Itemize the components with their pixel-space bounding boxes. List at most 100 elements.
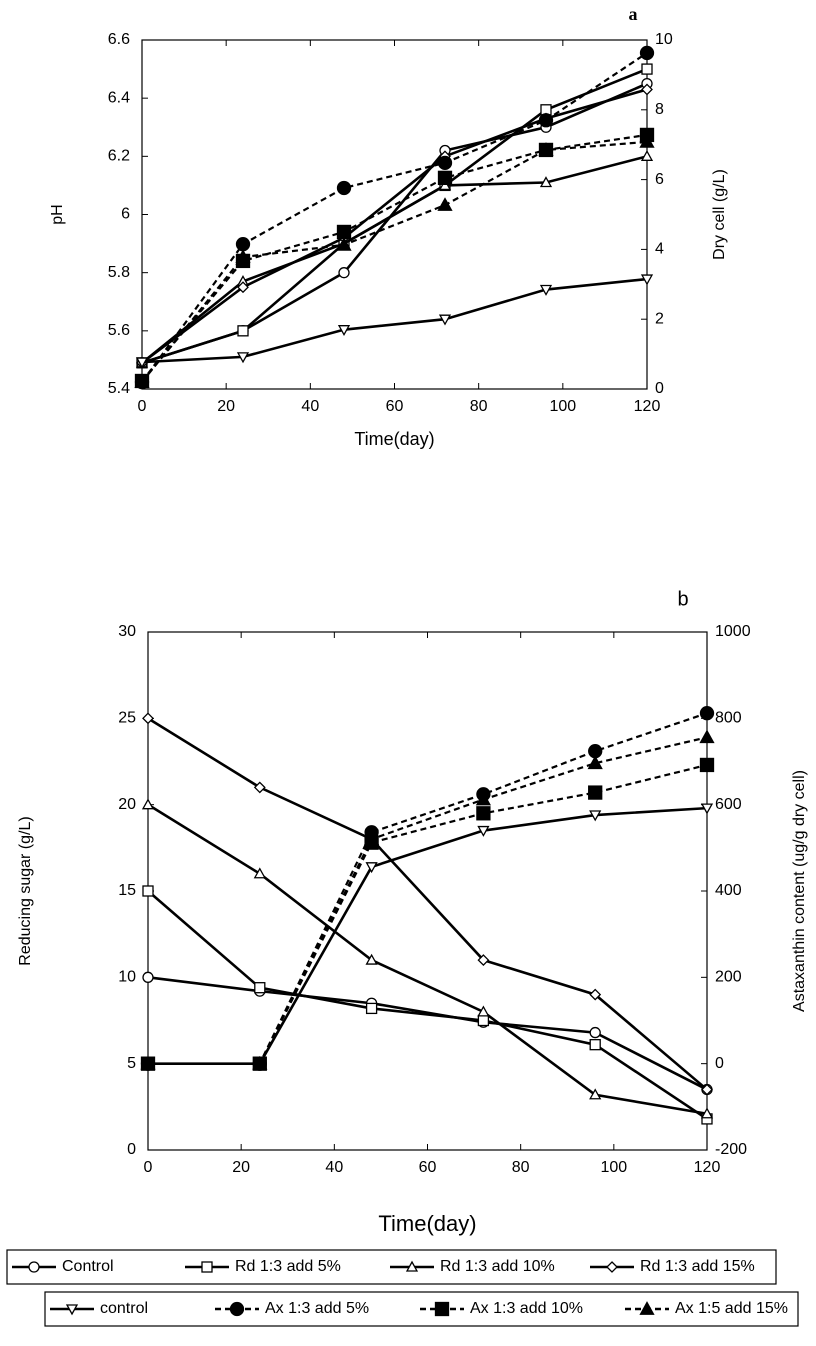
- marker: [606, 1261, 618, 1273]
- series-line: [147, 976, 708, 1091]
- plot-frame: [147, 631, 708, 1151]
- legend-item: Control: [12, 1258, 114, 1275]
- marker: [141, 798, 155, 810]
- y2-axis-title: Astaxanthin content (ug/g dry cell): [791, 770, 808, 1012]
- marker: [477, 1014, 490, 1027]
- marker: [253, 867, 266, 879]
- marker: [538, 142, 554, 156]
- y2-tick-label: 800: [715, 710, 742, 727]
- marker: [589, 1088, 602, 1100]
- x-tick-label: 60: [386, 398, 404, 415]
- series-line: [147, 803, 708, 1116]
- x-tick-label: 80: [470, 398, 488, 415]
- marker: [641, 83, 653, 96]
- marker: [700, 1107, 714, 1119]
- legend-label: Ax 1:3 add 10%: [470, 1300, 583, 1317]
- x-tick-label: 80: [512, 1159, 530, 1176]
- x-tick-label: 20: [217, 398, 235, 415]
- y2-tick-label: 4: [655, 241, 664, 258]
- y2-tick-label: -200: [715, 1141, 747, 1158]
- marker: [539, 284, 553, 296]
- marker: [587, 755, 603, 770]
- marker: [699, 706, 715, 721]
- legend-item: Rd 1:3 add 5%: [185, 1258, 341, 1275]
- marker: [134, 374, 150, 388]
- marker: [640, 274, 654, 286]
- y-tick-label: 25: [118, 710, 136, 727]
- series-line: [147, 890, 708, 1121]
- marker: [336, 237, 352, 251]
- y-tick-label: 5.4: [108, 380, 130, 397]
- y2-tick-label: 400: [715, 882, 742, 899]
- marker: [640, 149, 654, 161]
- y-tick-label: 0: [127, 1141, 136, 1158]
- marker: [336, 224, 352, 240]
- marker: [699, 757, 715, 773]
- chart-label: b: [677, 588, 688, 610]
- marker: [365, 1002, 378, 1015]
- y-axis-title: Reducing sugar (g/L): [17, 816, 34, 965]
- marker: [252, 1055, 268, 1070]
- marker: [363, 831, 380, 846]
- x-tick-label: 100: [549, 398, 576, 415]
- x-tick-label: 120: [634, 398, 661, 415]
- marker: [28, 1261, 40, 1273]
- marker: [237, 325, 249, 337]
- legend-label: Control: [62, 1258, 114, 1275]
- legend-item: Ax 1:5 add 15%: [625, 1300, 788, 1317]
- y2-tick-label: 8: [655, 101, 664, 118]
- y2-axis-title: Dry cell (g/L): [711, 169, 728, 260]
- y-tick-label: 6.4: [108, 89, 130, 106]
- marker: [477, 954, 490, 966]
- marker: [142, 885, 154, 897]
- series-line: [141, 155, 648, 364]
- marker: [475, 791, 492, 806]
- y-tick-label: 20: [118, 796, 136, 813]
- x-tick-label: 100: [600, 1159, 627, 1176]
- legend-item: control: [50, 1300, 148, 1317]
- marker: [65, 1304, 79, 1316]
- marker: [201, 1261, 213, 1273]
- x-tick-label: 0: [144, 1159, 153, 1176]
- marker: [639, 1301, 655, 1315]
- marker: [135, 357, 149, 369]
- legend-item: Rd 1:3 add 15%: [590, 1258, 755, 1275]
- legend-label: Ax 1:5 add 15%: [675, 1300, 788, 1317]
- marker: [235, 249, 251, 263]
- y-tick-label: 15: [118, 882, 136, 899]
- marker: [438, 314, 452, 326]
- y2-tick-label: 10: [655, 31, 673, 48]
- marker: [437, 155, 453, 170]
- series-line: [148, 736, 708, 1065]
- y2-tick-label: 0: [715, 1055, 724, 1072]
- y2-tick-label: 2: [655, 310, 664, 327]
- legend-label: Rd 1:3 add 15%: [640, 1258, 755, 1275]
- x-axis-title: Time(day): [354, 429, 434, 449]
- series-line: [141, 133, 648, 382]
- y-tick-label: 5.6: [108, 322, 130, 339]
- marker: [639, 134, 655, 148]
- y-tick-label: 10: [118, 969, 136, 986]
- y-axis-title: pH: [49, 204, 66, 224]
- y2-tick-label: 600: [715, 796, 742, 813]
- legend-label: Rd 1:3 add 5%: [235, 1258, 341, 1275]
- marker: [641, 63, 653, 75]
- legend-item: Ax 1:3 add 5%: [215, 1300, 369, 1317]
- x-axis-title: Time(day): [378, 1211, 476, 1236]
- x-tick-label: 120: [694, 1159, 721, 1176]
- legend-label: Rd 1:3 add 10%: [440, 1258, 555, 1275]
- y2-tick-label: 6: [655, 171, 664, 188]
- marker: [477, 825, 490, 837]
- marker: [538, 113, 554, 128]
- x-tick-label: 40: [301, 398, 319, 415]
- marker: [235, 237, 251, 252]
- legend-label: control: [100, 1300, 148, 1317]
- marker: [140, 1055, 156, 1070]
- legend-item: Ax 1:3 add 10%: [420, 1300, 583, 1317]
- marker: [434, 1301, 450, 1317]
- marker: [237, 281, 249, 294]
- series-line: [141, 88, 648, 364]
- series-line: [148, 712, 708, 1065]
- y2-tick-label: 1000: [715, 623, 751, 640]
